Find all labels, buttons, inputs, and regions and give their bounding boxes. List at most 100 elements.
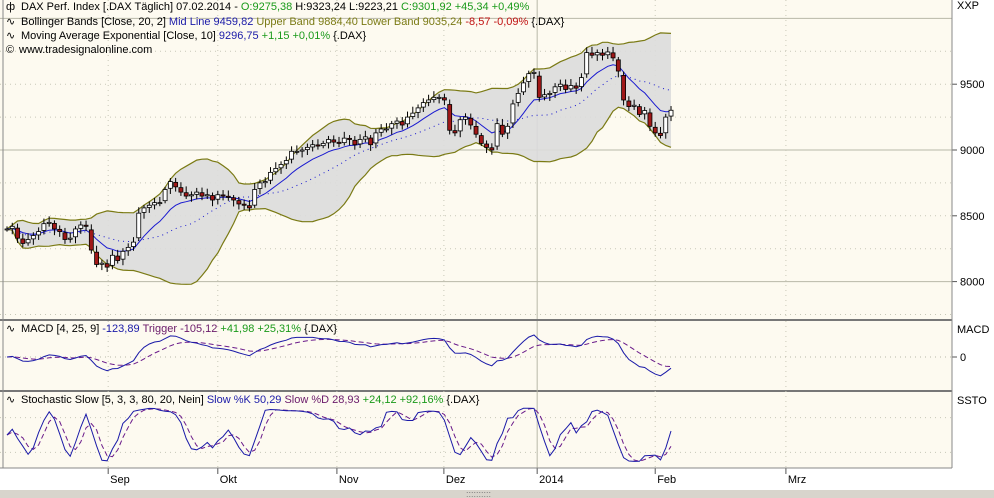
candle-body — [658, 132, 663, 136]
candle — [131, 237, 136, 251]
candle-body — [67, 237, 73, 240]
macd-change: +41,98 — [220, 323, 255, 335]
candle — [563, 79, 569, 94]
candle-body — [20, 238, 26, 244]
candle-body — [457, 119, 463, 132]
candle — [315, 139, 321, 150]
candle-body — [210, 195, 215, 201]
candle — [468, 113, 474, 130]
candle-body — [499, 124, 505, 135]
candle — [273, 162, 279, 175]
candle-body — [136, 212, 142, 239]
candle — [189, 191, 194, 202]
candle — [579, 73, 584, 92]
candle-body — [389, 123, 395, 129]
price-axis-label: XXP — [957, 0, 980, 12]
candle-body — [405, 116, 410, 125]
month-label: Feb — [657, 474, 676, 486]
candle — [442, 93, 447, 106]
candle-body — [167, 181, 173, 189]
candle-body — [394, 120, 400, 124]
candle — [378, 124, 384, 137]
candle-body — [442, 97, 447, 101]
stoch-change: +24,12 — [362, 394, 397, 406]
candle — [463, 113, 468, 125]
candle-body — [473, 125, 479, 135]
candle-body — [468, 117, 474, 126]
candle — [183, 186, 189, 199]
candle-body — [652, 126, 658, 134]
macd-symbol: {.DAX} — [304, 323, 338, 335]
bollinger-name: Bollinger Bands [Close, 20, 2] — [21, 16, 166, 28]
candle — [88, 224, 94, 254]
candle — [110, 250, 115, 270]
candle-body — [489, 147, 495, 151]
candle-body — [204, 194, 210, 197]
candle-body — [194, 191, 200, 195]
candle-body — [336, 141, 342, 144]
candle-body — [352, 139, 358, 146]
candle — [494, 118, 500, 150]
candle — [589, 46, 595, 59]
candle — [9, 222, 15, 235]
indicator-icon: ∿ — [6, 16, 16, 28]
candle — [605, 46, 611, 59]
stoch-k-line — [6, 407, 672, 462]
candle — [199, 187, 205, 201]
candle-body — [447, 104, 453, 131]
candle-body — [589, 52, 595, 56]
candle-body — [225, 195, 231, 198]
candle-body — [494, 123, 500, 147]
candle — [15, 223, 20, 243]
lower-band-value: Lower Band 9035,24 — [360, 16, 463, 28]
candle-body — [415, 107, 421, 113]
candle-body — [120, 250, 126, 260]
stoch-d-value: Slow %D 28,93 — [284, 394, 360, 406]
candle — [478, 132, 484, 147]
candle — [621, 71, 626, 106]
candle — [647, 108, 653, 132]
bollinger-symbol: {.DAX} — [531, 16, 565, 28]
candle-body — [283, 160, 289, 165]
high-value: H:9323,24 — [295, 1, 346, 13]
watermark: © www.tradesignalonline.com — [6, 43, 155, 57]
stoch-legend[interactable]: ∿ Stochastic Slow [5, 3, 3, 80, 20, Nein]… — [6, 393, 482, 407]
candle — [573, 82, 579, 94]
macd-change-pct: +25,31% — [257, 323, 302, 335]
candle — [347, 135, 352, 146]
candle — [499, 118, 505, 138]
candle — [299, 147, 305, 158]
watermark-text: www.tradesignalonline.com — [19, 44, 153, 56]
bollinger-fill — [7, 32, 671, 285]
bollinger-legend[interactable]: ∿ Bollinger Bands [Close, 20, 2] Mid Line … — [6, 15, 567, 29]
candle — [447, 99, 453, 135]
candle-body — [420, 102, 426, 108]
candle-body — [347, 137, 352, 140]
macd-name: MACD [4, 25, 9] — [21, 323, 100, 335]
candle-body — [30, 235, 36, 240]
macd-legend[interactable]: ∿ MACD [4, 25, 9] -123,89 Trigger -105,12 +4… — [6, 322, 340, 336]
candle — [152, 197, 157, 210]
candle — [252, 183, 258, 208]
candle-body — [484, 143, 489, 148]
macd-panel-bg — [0, 321, 952, 390]
candle — [46, 216, 52, 227]
candle-body — [531, 71, 537, 74]
candle — [484, 140, 489, 154]
candle-body — [463, 116, 468, 120]
candle — [236, 196, 242, 210]
candle — [215, 190, 221, 205]
candle — [167, 178, 173, 194]
candle — [436, 94, 442, 104]
candle-body — [505, 125, 511, 134]
candle-body — [310, 144, 316, 148]
ema-legend[interactable]: ∿ Moving Average Exponential [Close, 10] 9… — [6, 29, 369, 43]
candle — [405, 111, 410, 128]
candle — [426, 94, 432, 107]
candle — [289, 146, 294, 164]
candle — [178, 182, 184, 196]
candlestick-icon: ф — [6, 1, 16, 13]
candle-body — [552, 86, 558, 93]
candle — [410, 106, 416, 120]
